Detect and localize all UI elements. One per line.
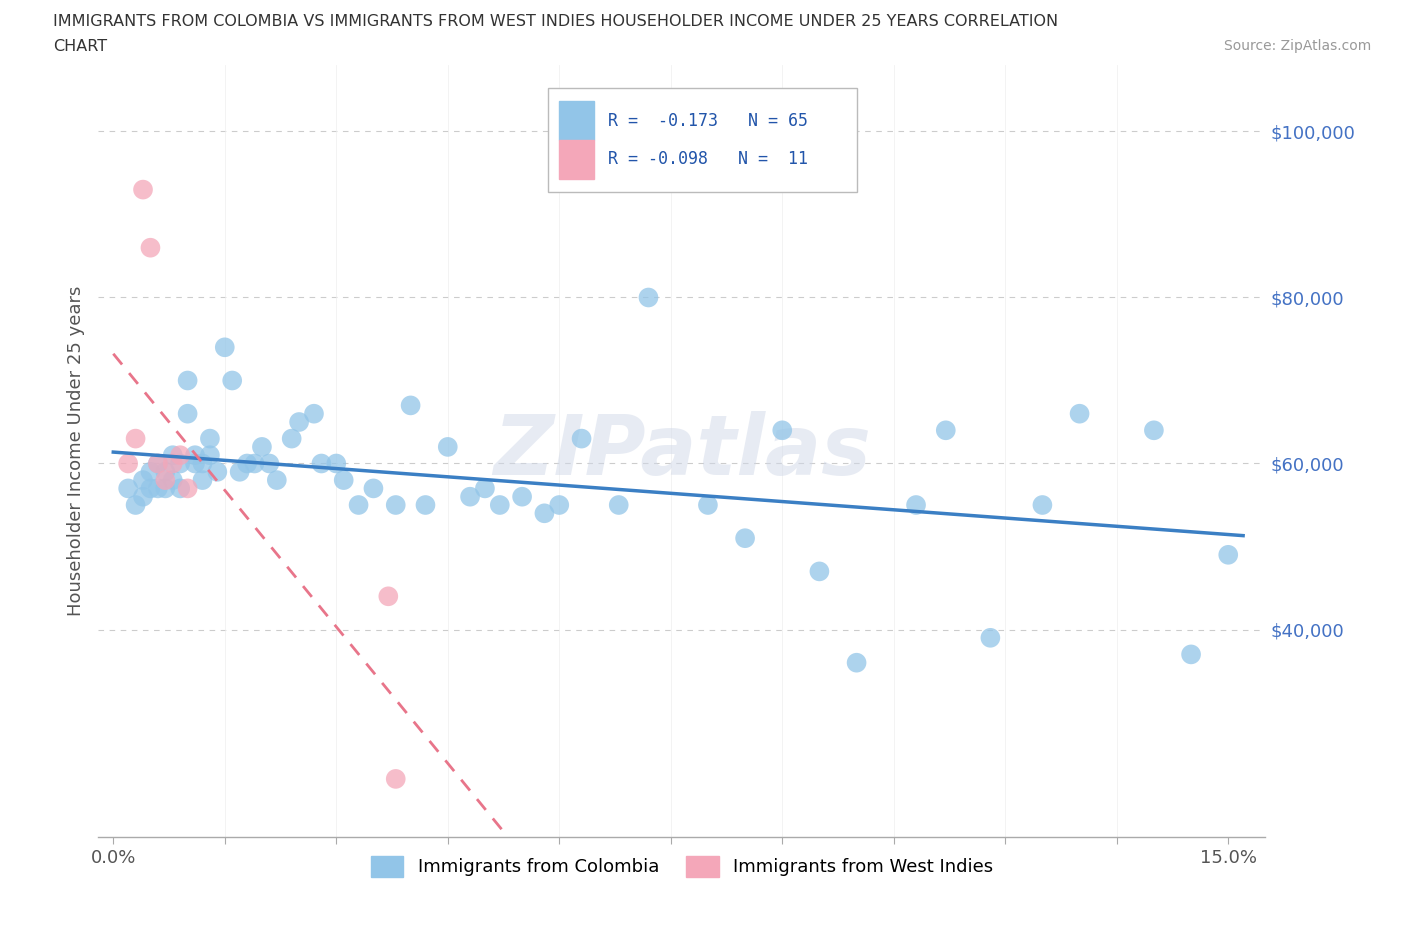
- Point: [162, 447, 184, 462]
- Point: [146, 481, 169, 496]
- Point: [533, 506, 555, 521]
- Point: [176, 373, 198, 388]
- Point: [905, 498, 928, 512]
- Point: [474, 481, 496, 496]
- Point: [734, 531, 756, 546]
- Point: [266, 472, 288, 487]
- Bar: [560, 101, 595, 140]
- Point: [198, 432, 221, 446]
- Point: [169, 456, 191, 471]
- Point: [207, 464, 229, 479]
- Point: [332, 472, 354, 487]
- Y-axis label: Householder Income Under 25 years: Householder Income Under 25 years: [66, 286, 84, 617]
- Point: [139, 464, 162, 479]
- Point: [458, 489, 481, 504]
- Point: [1218, 548, 1240, 563]
- Legend: Immigrants from Colombia, Immigrants from West Indies: Immigrants from Colombia, Immigrants fro…: [361, 847, 1002, 886]
- Point: [169, 481, 191, 496]
- Point: [243, 456, 266, 471]
- Point: [155, 481, 177, 496]
- Point: [363, 481, 385, 496]
- Point: [325, 456, 347, 471]
- Point: [488, 498, 510, 512]
- Point: [637, 290, 659, 305]
- Point: [302, 406, 325, 421]
- Point: [377, 589, 399, 604]
- Point: [132, 472, 155, 487]
- Point: [384, 498, 406, 512]
- Point: [250, 440, 273, 455]
- Point: [1069, 406, 1091, 421]
- FancyBboxPatch shape: [548, 88, 858, 193]
- Point: [117, 456, 139, 471]
- Point: [132, 182, 155, 197]
- Point: [198, 447, 221, 462]
- Point: [436, 440, 458, 455]
- Point: [979, 631, 1001, 645]
- Point: [259, 456, 281, 471]
- Point: [124, 498, 146, 512]
- Point: [510, 489, 533, 504]
- Point: [697, 498, 720, 512]
- Point: [176, 406, 198, 421]
- Point: [935, 423, 957, 438]
- Point: [132, 489, 155, 504]
- Point: [169, 447, 191, 462]
- Point: [311, 456, 333, 471]
- Point: [139, 481, 162, 496]
- Point: [184, 456, 207, 471]
- Point: [288, 415, 311, 430]
- Point: [124, 432, 146, 446]
- Point: [221, 373, 243, 388]
- Point: [155, 464, 177, 479]
- Text: Source: ZipAtlas.com: Source: ZipAtlas.com: [1223, 39, 1371, 53]
- Point: [415, 498, 437, 512]
- Point: [1180, 647, 1202, 662]
- Text: CHART: CHART: [53, 39, 107, 54]
- Point: [236, 456, 259, 471]
- Point: [214, 339, 236, 354]
- Point: [280, 432, 302, 446]
- Point: [146, 456, 169, 471]
- Point: [1143, 423, 1166, 438]
- Point: [399, 398, 422, 413]
- Text: ZIPatlas: ZIPatlas: [494, 410, 870, 492]
- Point: [571, 432, 593, 446]
- Point: [607, 498, 630, 512]
- Point: [162, 456, 184, 471]
- Point: [155, 472, 177, 487]
- Text: IMMIGRANTS FROM COLOMBIA VS IMMIGRANTS FROM WEST INDIES HOUSEHOLDER INCOME UNDER: IMMIGRANTS FROM COLOMBIA VS IMMIGRANTS F…: [53, 14, 1059, 29]
- Point: [191, 456, 214, 471]
- Point: [176, 481, 198, 496]
- Point: [139, 240, 162, 255]
- Point: [808, 564, 831, 578]
- Point: [184, 447, 207, 462]
- Point: [162, 472, 184, 487]
- Bar: [560, 140, 595, 179]
- Point: [1031, 498, 1053, 512]
- Point: [146, 456, 169, 471]
- Point: [845, 656, 868, 671]
- Text: R =  -0.173   N = 65: R = -0.173 N = 65: [609, 112, 808, 129]
- Point: [548, 498, 571, 512]
- Point: [384, 772, 406, 787]
- Point: [191, 472, 214, 487]
- Point: [228, 464, 250, 479]
- Text: R = -0.098   N =  11: R = -0.098 N = 11: [609, 151, 808, 168]
- Point: [770, 423, 793, 438]
- Point: [347, 498, 370, 512]
- Point: [117, 481, 139, 496]
